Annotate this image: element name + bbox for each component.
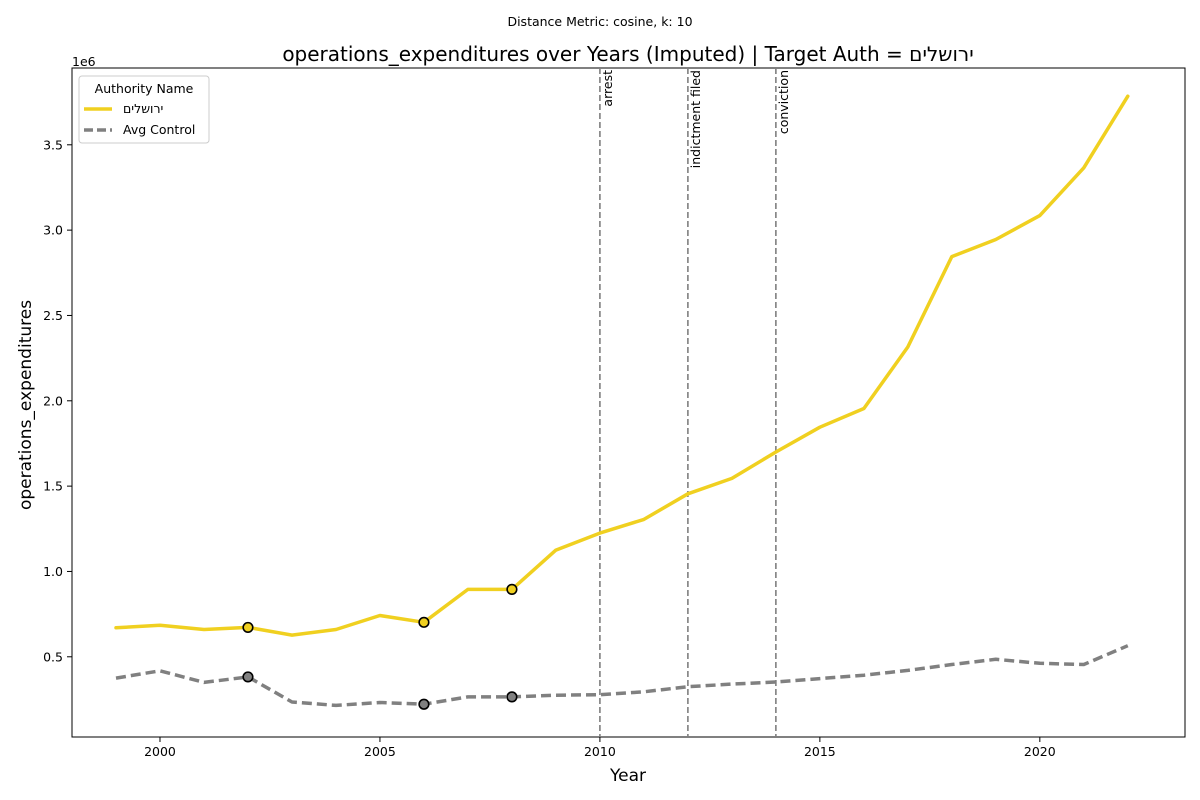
x-tick-label: 2015 [804, 744, 836, 759]
y-tick-label: 0.5 [43, 649, 63, 664]
imputed-point [506, 583, 518, 595]
series-line-avg-control [115, 644, 1129, 708]
event-label: arrest [600, 70, 615, 107]
chart-suptitle: Distance Metric: cosine, k: 10 [507, 14, 692, 29]
series-lines [114, 94, 1130, 708]
y-tick-label: 1.5 [43, 479, 63, 494]
imputed-point [506, 691, 518, 703]
imputed-point [418, 698, 430, 710]
y-axis: 0.5 1.0 1.5 2.0 2.5 3.0 3.5 [43, 137, 72, 664]
legend-label-avg-control: Avg Control [123, 122, 195, 137]
y-tick-label: 2.0 [43, 393, 63, 408]
y-axis-label: operations_expenditures [16, 300, 36, 510]
legend-title: Authority Name [95, 81, 194, 96]
event-label: conviction [776, 70, 791, 134]
imputed-point [418, 616, 430, 628]
y-tick-label: 2.5 [43, 308, 63, 323]
series-line-target [114, 94, 1130, 637]
x-axis: 2000 2005 2010 2015 2020 [144, 737, 1056, 759]
y-axis-offset-label: 1e6 [72, 54, 96, 69]
legend-label-target: ירושלים [123, 101, 163, 116]
plot-frame [71, 67, 1186, 738]
chart-title: operations_expenditures over Years (Impu… [282, 42, 973, 66]
y-tick-label: 3.5 [43, 137, 63, 152]
x-tick-label: 2010 [584, 744, 616, 759]
x-axis-label: Year [609, 766, 646, 786]
x-tick-label: 2005 [364, 744, 396, 759]
y-tick-label: 3.0 [43, 223, 63, 238]
plot-area [71, 67, 1186, 738]
y-tick-label: 1.0 [43, 564, 63, 579]
legend: Authority Name ירושלים Avg Control [78, 75, 210, 144]
imputed-point [242, 621, 254, 634]
event-label: indictment filed [688, 70, 703, 168]
x-tick-label: 2000 [144, 744, 176, 759]
imputed-points [242, 583, 518, 710]
legend-frame [78, 75, 210, 144]
x-tick-label: 2020 [1024, 744, 1056, 759]
imputed-point [242, 671, 254, 683]
event-markers: arrest indictment filed conviction [599, 68, 791, 737]
